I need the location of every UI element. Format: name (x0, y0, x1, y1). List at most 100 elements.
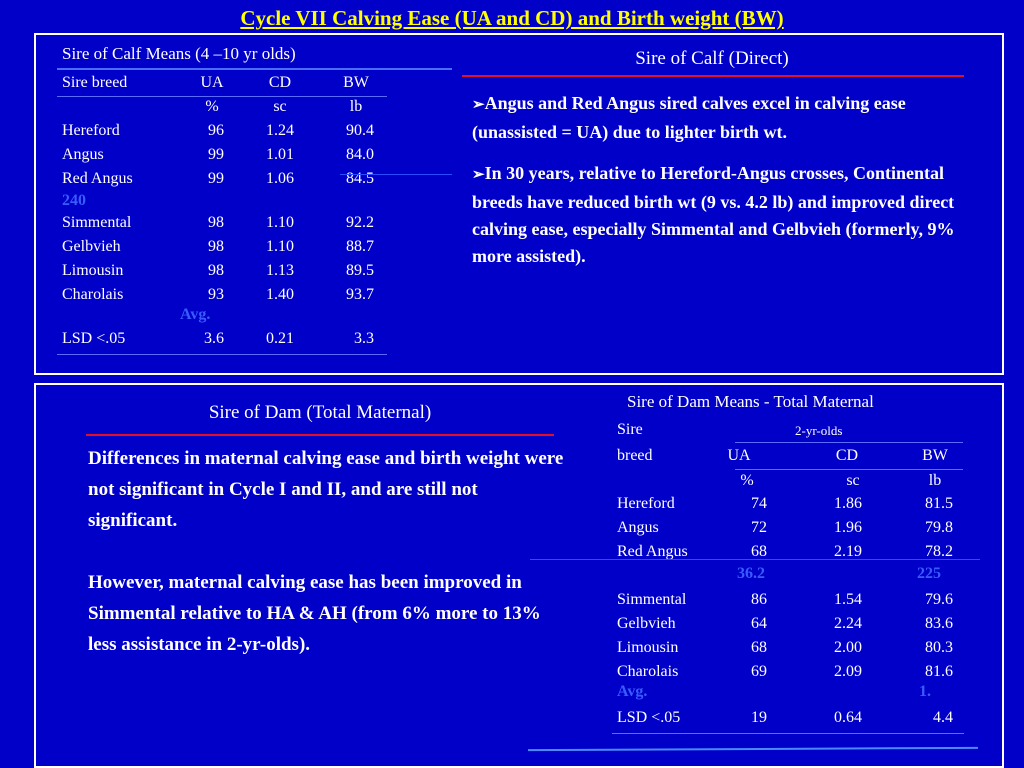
direct-heading: Sire of Calf (Direct) (635, 48, 789, 69)
table-cell: 3.3 (354, 330, 374, 347)
table-cell: 68 (751, 543, 767, 560)
decor-line (530, 559, 980, 560)
table-cell: 84.5 (346, 170, 374, 187)
table-cell: Charolais (617, 663, 679, 680)
table-cell: 99 (208, 146, 224, 163)
faded-label: 1. (919, 683, 931, 700)
slide-title: Cycle VII Calving Ease (UA and CD) and B… (240, 6, 784, 30)
calf-means-table: Sire of Calf Means (4 –10 yr olds) Sire … (57, 44, 452, 374)
table-cell: Red Angus (617, 543, 688, 560)
maternal-heading: Sire of Dam (Total Maternal) (208, 402, 432, 423)
table-cell: Gelbvieh (62, 238, 121, 255)
table-cell: 0.21 (266, 330, 294, 347)
table-rule (612, 733, 964, 734)
table-cell: Simmental (617, 591, 687, 608)
table-cell: UA (200, 74, 224, 91)
table-cell: CD (835, 447, 859, 464)
table-cell: 98 (208, 262, 224, 279)
table-rule (57, 354, 387, 355)
table-cell: 1.10 (266, 214, 294, 231)
table-cell: Charolais (62, 286, 124, 303)
table-cell: 2.24 (834, 615, 862, 632)
table-cell: Simmental (62, 214, 132, 231)
table-cell: 2-yr-olds (795, 423, 843, 438)
table-cell: Hereford (62, 122, 120, 139)
table-cell: 78.2 (925, 543, 953, 560)
table-cell: 1.86 (834, 495, 862, 512)
table-cell: 1.54 (834, 591, 862, 608)
table-cell: 69 (751, 663, 767, 680)
table-cell: Hereford (617, 495, 675, 512)
table-cell: Red Angus (62, 170, 133, 187)
decor-line (390, 68, 452, 70)
table-cell: Angus (617, 519, 659, 536)
table-cell: 98 (208, 238, 224, 255)
table-cell: % (205, 98, 219, 115)
table-cell: lb (349, 98, 363, 115)
table-cell: 83.6 (925, 615, 953, 632)
table-cell: 2.00 (834, 639, 862, 656)
table-cell: 19 (751, 709, 767, 726)
table-cell: BW (922, 447, 948, 464)
calf-table-caption: Sire of Calf Means (4 –10 yr olds) (62, 44, 296, 63)
table-rule (735, 442, 963, 443)
bullet-item: ➢In 30 years, relative to Hereford-Angus… (472, 163, 955, 266)
table-cell: 2.09 (834, 663, 862, 680)
table-cell: 96 (208, 122, 224, 139)
maternal-text: Differences in maternal calving ease and… (88, 443, 568, 674)
table-cell: 98 (208, 214, 224, 231)
table-cell: 79.6 (925, 591, 953, 608)
direct-heading-rule (462, 75, 964, 77)
table-cell: 84.0 (346, 146, 374, 163)
table-cell: 1.96 (834, 519, 862, 536)
table-cell: 93.7 (346, 286, 374, 303)
table-cell: 2.19 (834, 543, 862, 560)
table-cell: 90.4 (346, 122, 374, 139)
faded-label: 225 (917, 565, 941, 582)
table-cell: 81.5 (925, 495, 953, 512)
table-cell: 80.3 (925, 639, 953, 656)
table-cell: 1.24 (266, 122, 294, 139)
table-cell: LSD <.05 (617, 709, 681, 726)
table-rule (735, 469, 963, 470)
table-cell: 86 (751, 591, 767, 608)
arrow-bullet-icon: ➢ (472, 167, 485, 183)
table-cell: sc (846, 472, 860, 489)
table-cell: Gelbvieh (617, 615, 676, 632)
table-cell: 3.6 (204, 330, 224, 347)
faded-label: 240 (62, 192, 86, 209)
table-cell: UA (727, 447, 751, 464)
maternal-heading-rule (86, 434, 554, 436)
table-cell: 1.10 (266, 238, 294, 255)
table-cell: 4.4 (933, 709, 953, 726)
table-cell: % (740, 472, 754, 489)
caption-underline (57, 68, 452, 70)
table-rule (57, 96, 387, 97)
table-cell: breed (617, 447, 653, 464)
decor-line (340, 174, 452, 175)
table-cell: LSD <.05 (62, 330, 126, 347)
table-cell: 0.64 (834, 709, 862, 726)
table-cell: 79.8 (925, 519, 953, 536)
table-cell: 81.6 (925, 663, 953, 680)
table-cell: Sire breed (62, 74, 128, 91)
table-cell: 99 (208, 170, 224, 187)
paragraph: Differences in maternal calving ease and… (88, 448, 564, 531)
table-cell: Limousin (617, 639, 679, 656)
bullet-item: ➢Angus and Red Angus sired calves excel … (472, 93, 906, 142)
table-cell: 1.13 (266, 262, 294, 279)
table-cell: 72 (751, 519, 767, 536)
faded-label: Avg. (617, 683, 648, 700)
faded-label: Avg. (180, 306, 211, 323)
faded-label: 36.2 (737, 565, 765, 582)
table-cell: Limousin (62, 262, 124, 279)
table-cell: sc (273, 98, 287, 115)
table-cell: CD (268, 74, 292, 91)
dam-table-caption: Sire of Dam Means - Total Maternal (627, 392, 874, 411)
table-cell: 92.2 (346, 214, 374, 231)
direct-bullets: ➢Angus and Red Angus sired calves excel … (472, 90, 972, 284)
table-cell: 93 (208, 286, 224, 303)
paragraph: However, maternal calving ease has been … (88, 572, 541, 655)
table-cell: 68 (751, 639, 767, 656)
table-cell: lb (928, 472, 942, 489)
